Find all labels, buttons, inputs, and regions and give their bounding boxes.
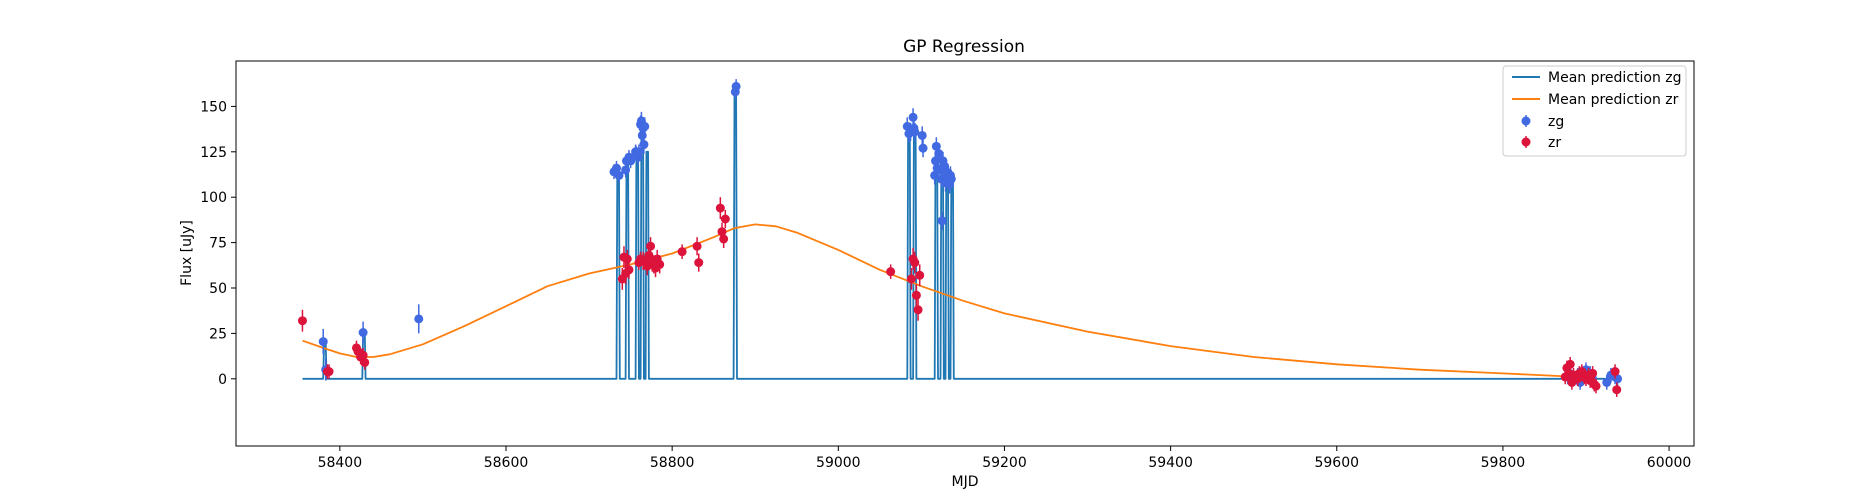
zr-point [360, 357, 370, 367]
zr-point [911, 290, 921, 300]
zg-point [937, 216, 947, 226]
zg-point [414, 314, 424, 324]
x-tick-label: 58800 [650, 455, 695, 471]
x-tick-label: 59600 [1314, 455, 1359, 471]
zr-point [1588, 368, 1598, 378]
zr-point [719, 234, 729, 244]
x-tick-label: 58400 [318, 455, 363, 471]
legend-label-zg-points: zg [1548, 114, 1564, 130]
legend: Mean prediction zg Mean prediction zr zg… [1502, 65, 1687, 157]
y-tick-label: 0 [218, 372, 227, 388]
zg-point [946, 174, 956, 184]
zr-point [297, 316, 307, 326]
zg-point [626, 156, 636, 166]
plot-content [297, 79, 1623, 397]
legend-label-zg-line: Mean prediction zg [1548, 70, 1682, 86]
zg-point [918, 143, 928, 153]
zr-point [715, 203, 725, 213]
zg-point [358, 327, 368, 337]
zr-point [915, 270, 925, 280]
chart-title: GP Regression [903, 37, 1025, 57]
zg-point [640, 121, 650, 131]
zr-point [692, 241, 702, 251]
zr-point [324, 367, 334, 377]
zg-point [731, 81, 741, 91]
zg-point [318, 337, 328, 347]
x-axis-label: MJD [952, 474, 979, 490]
x-axis: 58400 58600 58800 59000 59200 59400 59600 59800… [318, 446, 1692, 471]
zg-point [614, 170, 624, 180]
y-tick-label: 100 [200, 190, 227, 206]
zr-point [677, 247, 687, 257]
y-tick-label: 125 [200, 145, 227, 161]
x-tick-label: 60000 [1647, 455, 1692, 471]
zg-point [634, 147, 644, 157]
legend-handle-zg-point [1521, 116, 1531, 126]
x-tick-label: 59200 [982, 455, 1027, 471]
zr-point [1610, 367, 1620, 377]
plot-frame [235, 60, 1695, 447]
zg-point [910, 127, 920, 137]
y-tick-label: 25 [209, 326, 227, 342]
zr-point [1565, 359, 1575, 369]
zr-point [622, 254, 632, 264]
zg-point [1602, 377, 1612, 387]
mean-prediction-zg-line [302, 87, 1616, 380]
zr-point [886, 267, 896, 277]
legend-label-zr-points: zr [1548, 135, 1561, 151]
series-zg-points [318, 79, 1623, 390]
zr-point [624, 265, 634, 275]
legend-handle-zr-point [1521, 137, 1531, 147]
zr-point [913, 305, 923, 315]
legend-label-zr-line: Mean prediction zr [1548, 92, 1679, 108]
zg-point [917, 130, 927, 140]
zr-point [655, 259, 665, 269]
series-zr-points [297, 197, 1622, 397]
y-tick-label: 150 [200, 99, 227, 115]
x-tick-label: 58600 [484, 455, 529, 471]
zr-point [906, 274, 916, 284]
zg-point [621, 165, 631, 175]
zg-point [639, 140, 649, 150]
x-tick-label: 59000 [816, 455, 861, 471]
y-tick-label: 50 [209, 281, 227, 297]
zr-point [720, 214, 730, 224]
x-tick-label: 59400 [1148, 455, 1193, 471]
legend-box [1502, 65, 1687, 157]
zg-point [908, 112, 918, 122]
y-tick-label: 75 [209, 236, 227, 252]
zr-point [1612, 385, 1622, 395]
zg-point [934, 149, 944, 159]
zr-point [910, 258, 920, 268]
zr-point [1591, 381, 1601, 391]
x-tick-label: 59800 [1481, 455, 1526, 471]
mean-prediction-zr-line [302, 223, 1562, 377]
zr-point [646, 241, 656, 251]
y-axis: 0 25 50 75 100 125 150 [200, 99, 236, 388]
y-axis-label: Flux [uJy] [179, 220, 195, 286]
zr-point [694, 258, 704, 268]
